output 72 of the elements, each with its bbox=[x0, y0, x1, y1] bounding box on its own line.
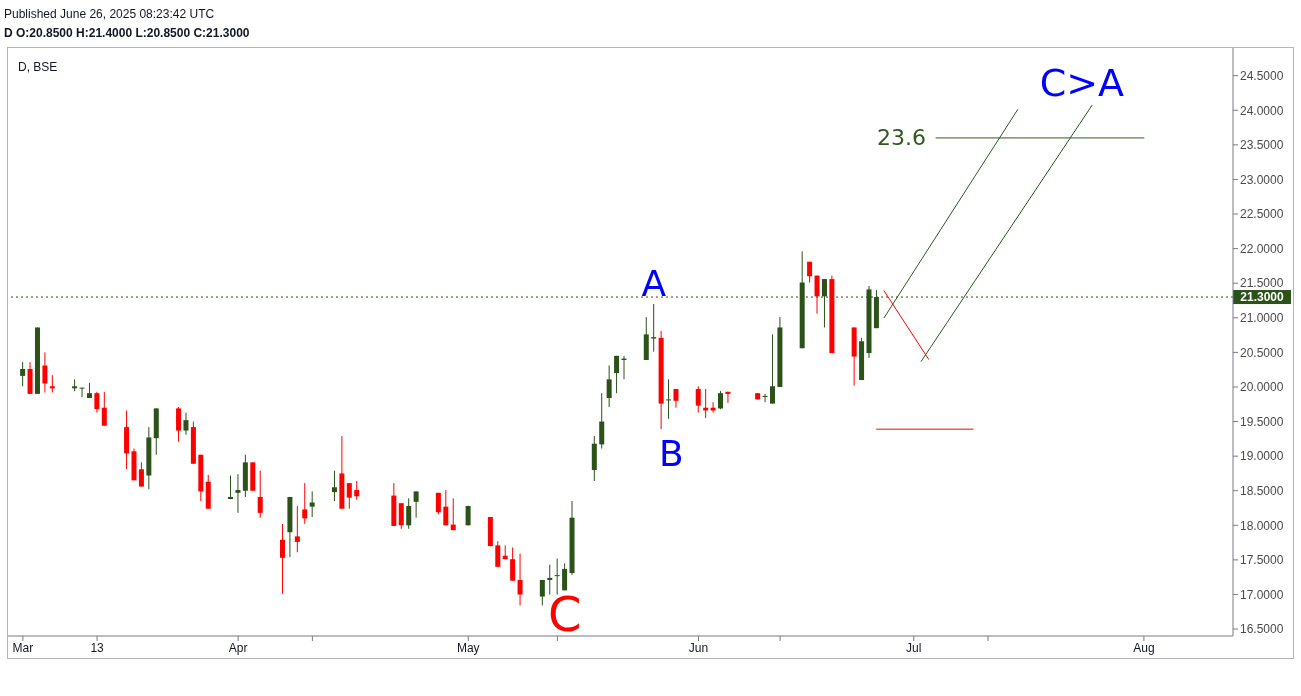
annotation: 23.6 bbox=[877, 125, 927, 151]
candlestick bbox=[606, 365, 612, 408]
candlestick bbox=[279, 523, 285, 595]
y-tick-label: 23.5000 bbox=[1240, 138, 1284, 153]
y-tick-label: 18.0000 bbox=[1240, 518, 1284, 533]
y-tick-label: 19.5000 bbox=[1240, 414, 1284, 429]
candlestick bbox=[651, 303, 657, 353]
y-tick-label: 16.5000 bbox=[1240, 622, 1284, 637]
annotation: C>A bbox=[1039, 61, 1125, 106]
candlestick bbox=[769, 333, 775, 405]
candlestick bbox=[413, 490, 419, 519]
candlestick bbox=[443, 489, 449, 526]
candlestick bbox=[302, 482, 308, 525]
candlestick bbox=[94, 391, 100, 414]
annotation: A bbox=[641, 263, 667, 305]
candlestick bbox=[406, 497, 412, 530]
x-tick-label: Jul bbox=[906, 640, 922, 655]
candlestick bbox=[562, 562, 568, 591]
annotation: C bbox=[548, 586, 582, 643]
y-tick-label: 21.0000 bbox=[1240, 311, 1284, 326]
candlestick bbox=[539, 579, 545, 607]
x-tick-label: May bbox=[456, 640, 480, 655]
candlestick bbox=[725, 391, 731, 404]
y-tick-label: 22.0000 bbox=[1240, 241, 1284, 256]
y-tick-label: 21.5000 bbox=[1240, 276, 1284, 291]
candlestick bbox=[42, 351, 48, 393]
candlestick bbox=[517, 553, 523, 607]
candlestick bbox=[614, 355, 620, 394]
candlestick bbox=[673, 388, 679, 409]
candlestick bbox=[79, 387, 85, 398]
y-tick-label: 23.0000 bbox=[1240, 172, 1284, 187]
candlestick bbox=[176, 406, 182, 443]
candlestick bbox=[346, 482, 352, 510]
candlestick bbox=[398, 502, 404, 530]
x-tick-label: Jun bbox=[688, 640, 709, 655]
candlestick bbox=[101, 391, 107, 427]
ref-line-label: 21.3000 bbox=[1240, 290, 1285, 305]
chart-subtitle: D O:20.8500 H:21.4000 L:20.8500 C:21.3000 bbox=[4, 26, 250, 40]
y-tick-label: 17.5000 bbox=[1240, 553, 1284, 568]
candlestick bbox=[666, 378, 672, 420]
x-tick-label: 13 bbox=[90, 640, 105, 655]
text: Published June 26, 2025 08:23:42 UTC bbox=[4, 6, 215, 22]
candlestick bbox=[257, 470, 263, 519]
candlestick bbox=[138, 461, 144, 488]
y-tick-label: 17.0000 bbox=[1240, 587, 1284, 602]
candlestick bbox=[547, 564, 553, 595]
y-tick-label: 20.5000 bbox=[1240, 345, 1284, 360]
annotation: B bbox=[658, 432, 684, 474]
candlestick bbox=[354, 480, 360, 501]
candlestick bbox=[235, 473, 241, 514]
y-tick-label: 20.0000 bbox=[1240, 380, 1284, 395]
y-tick-label: 19.0000 bbox=[1240, 449, 1284, 464]
candlestick bbox=[814, 275, 820, 315]
y-tick-label: 18.5000 bbox=[1240, 483, 1284, 498]
x-tick-label: Aug bbox=[1133, 640, 1155, 655]
candlestick bbox=[495, 540, 501, 568]
candlestick bbox=[309, 490, 315, 518]
candlestick bbox=[331, 470, 337, 502]
y-tick-label: 24.5000 bbox=[1240, 68, 1284, 83]
candlestick bbox=[599, 392, 605, 450]
y-tick-label: 22.5000 bbox=[1240, 207, 1284, 222]
y-tick-label: 24.0000 bbox=[1240, 103, 1284, 118]
x-tick-label: Mar bbox=[12, 640, 34, 655]
candlestick bbox=[554, 558, 560, 595]
candlestick bbox=[294, 505, 300, 553]
text: D, BSE bbox=[18, 60, 58, 74]
candlestick bbox=[20, 361, 26, 387]
candlestick bbox=[183, 412, 189, 436]
candlestick bbox=[762, 393, 768, 403]
candlestick bbox=[695, 385, 701, 414]
x-tick-label: Apr bbox=[228, 640, 248, 655]
candlestick bbox=[510, 546, 516, 582]
